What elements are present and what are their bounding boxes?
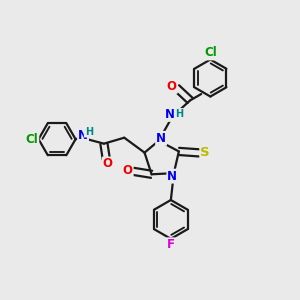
Text: N: N [78, 129, 88, 142]
Text: S: S [200, 146, 210, 159]
Text: F: F [167, 238, 175, 251]
Text: H: H [175, 109, 183, 119]
Text: O: O [103, 158, 113, 170]
Text: N: N [156, 132, 166, 145]
Text: N: N [165, 108, 175, 121]
Text: Cl: Cl [204, 46, 217, 59]
Text: O: O [167, 80, 177, 93]
Text: Cl: Cl [26, 133, 38, 146]
Text: O: O [123, 164, 133, 177]
Text: N: N [167, 169, 177, 183]
Text: H: H [85, 127, 93, 137]
